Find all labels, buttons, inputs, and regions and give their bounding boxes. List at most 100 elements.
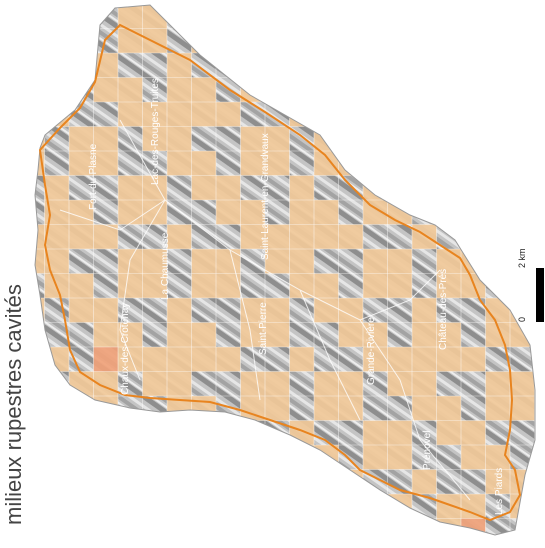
grid-cell [240,126,265,151]
grid-cell [142,445,167,470]
grid-cell-highlight [461,518,486,535]
label-chateau-des-pres: Château-des-Prés [438,269,449,350]
map-title: milieux rupestres cavités [1,284,26,525]
grid-cell [191,28,216,53]
grid-cell [436,151,461,176]
label-la-chaumusse: La Chaumusse [160,232,171,300]
grid-cell [118,518,143,535]
grid-cell [485,53,510,78]
grid-cell [338,322,363,347]
grid-cell [534,102,535,127]
grid-cell [461,5,486,29]
grid-cell [363,77,388,102]
grid-cell [216,494,241,519]
grid-cell [534,347,535,372]
grid-cell [118,200,143,225]
grid-cell [363,420,388,445]
label-saint-laurent: Saint-Laurent-en-Grandvaux [260,133,271,260]
grid-cell [167,126,192,151]
grid-cell [167,151,192,176]
grid-cell [118,28,143,53]
grid-cell [142,5,167,29]
grid-cell [387,28,412,53]
grid-cell [314,469,339,494]
grid-cell [486,543,511,548]
grid-cell [118,347,143,372]
grid-cell [289,518,314,535]
grid-cell [314,53,339,78]
grid-cell [93,224,118,249]
grid-cell [387,102,412,127]
grid-cell [289,249,314,274]
grid-cell [510,53,535,78]
grid-cell [265,396,290,421]
grid-cell [485,224,510,249]
grid-cell [363,5,388,29]
grid-cell [142,347,167,372]
grid-cell [534,200,535,225]
grid-cell [387,347,412,372]
grid-cell [265,469,290,494]
grid-cell [191,494,216,519]
grid-cell [35,77,45,102]
grid-cell [265,151,290,176]
grid-cell [289,28,314,53]
grid-cell [191,175,216,200]
grid-cell [387,420,412,445]
grid-cell [216,445,241,470]
grid-cell [510,543,535,548]
grid-cell [363,102,388,127]
grid-cell [436,494,461,519]
grid-cell [93,298,118,323]
grid-cell [44,469,69,494]
grid-cell [93,126,118,151]
grid-cell [534,420,535,445]
grid-cell [510,151,535,176]
grid-cell [167,469,192,494]
grid-cell [167,53,192,78]
grid-cell [461,28,486,53]
grid-cell [191,396,216,421]
grid-cell [436,273,461,298]
grid-cell [69,224,94,249]
grid-cell [240,445,265,470]
grid-cell [69,151,94,176]
grid-cell [510,371,535,396]
grid-cell [69,53,94,78]
grid-cell [191,249,216,274]
grid-cell [436,28,461,53]
grid-cell [93,151,118,176]
grid-cell [412,102,437,127]
grid-cell [412,322,437,347]
grid-cell [142,273,167,298]
grid-cell [118,273,143,298]
grid-cell [191,347,216,372]
grid-cell [534,494,535,519]
label-les-piards: Les Piards [494,468,505,515]
grid-cell [35,126,45,151]
grid-cell [534,518,535,535]
grid-cell [191,102,216,127]
grid-cell [142,28,167,53]
grid-cell [142,102,167,127]
grid-cell [314,371,339,396]
grid-cell [191,322,216,347]
grid-cell [69,126,94,151]
grid-cell [35,5,45,29]
label-prenovel: Prénovel [422,431,433,470]
grid-cell [289,224,314,249]
grid-cell [265,494,290,519]
grid-cell [461,102,486,127]
grid-cell [69,298,94,323]
grid-cell [363,445,388,470]
grid-cell [118,494,143,519]
grid-cell [69,200,94,225]
grid-cell [412,224,437,249]
grid-cell [485,469,510,494]
grid-cell [461,420,486,445]
grid-cell [240,322,265,347]
grid-cell [93,469,118,494]
grid-cell [289,494,314,519]
grid-cell [289,347,314,372]
